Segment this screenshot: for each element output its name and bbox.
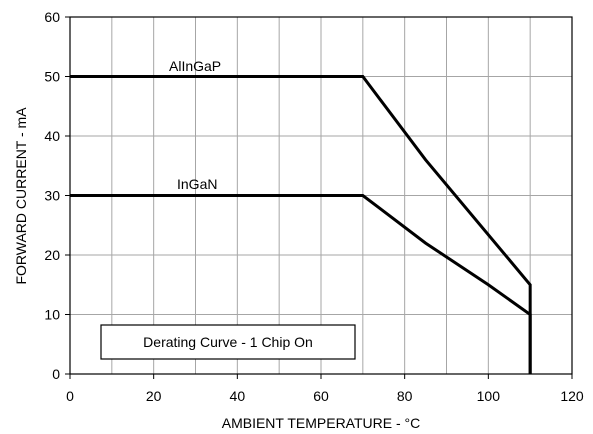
y-tick-label: 30	[44, 188, 60, 204]
annotation-text: Derating Curve - 1 Chip On	[143, 334, 313, 350]
x-axis-title: AMBIENT TEMPERATURE - °C	[222, 415, 421, 431]
y-tick-label: 50	[44, 69, 60, 85]
y-tick-label: 60	[44, 9, 60, 25]
x-tick-label: 0	[66, 388, 74, 404]
y-axis-title: FORWARD CURRENT - mA	[13, 107, 29, 285]
x-tick-label: 60	[313, 388, 329, 404]
x-tick-label: 80	[397, 388, 413, 404]
y-tick-label: 0	[52, 366, 60, 382]
series-label-alingap: AlInGaP	[169, 58, 221, 74]
annotation-box	[100, 324, 356, 360]
series-line-ingan	[70, 194, 532, 374]
x-tick-label: 120	[560, 388, 584, 404]
x-tick-label: 40	[230, 388, 246, 404]
x-tick-label: 20	[146, 388, 162, 404]
y-tick-labels: 0 10 20 30 40 50 60	[44, 9, 60, 382]
series-lines	[70, 75, 532, 374]
y-tick-label: 10	[44, 307, 60, 323]
series-label-ingan: InGaN	[177, 176, 217, 192]
y-tick-label: 40	[44, 128, 60, 144]
x-tick-label: 100	[477, 388, 501, 404]
y-tick-label: 20	[44, 247, 60, 263]
x-tick-labels: 0 20 40 60 80 100 120	[66, 388, 584, 404]
